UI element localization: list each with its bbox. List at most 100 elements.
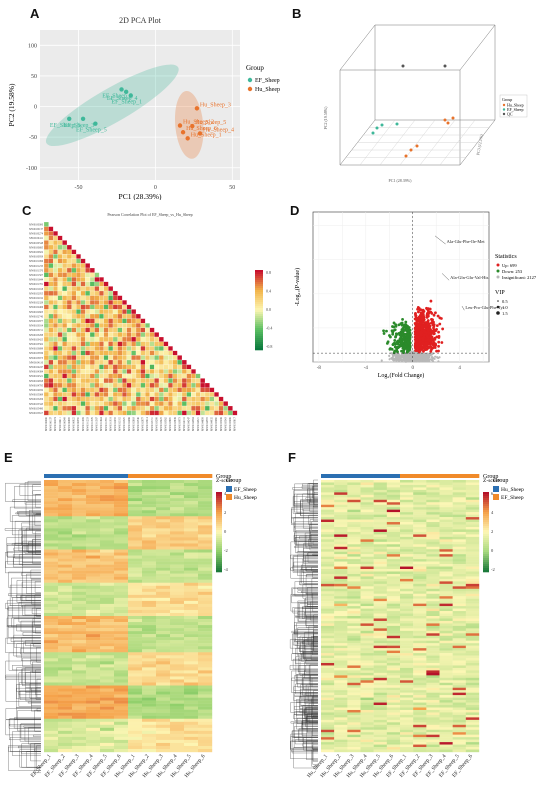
heatmap-cell — [100, 670, 115, 674]
heatmap-cell — [72, 733, 87, 738]
heatmap-cell — [156, 721, 171, 725]
heatmap-cell — [386, 559, 401, 562]
correlation-cell — [66, 244, 72, 250]
heatmap-cell — [58, 546, 73, 550]
correlation-cell — [122, 355, 127, 361]
down-point — [402, 325, 406, 329]
heatmap-cell — [400, 628, 414, 632]
correlation-cell — [108, 396, 114, 402]
correlation-cell — [126, 387, 132, 393]
correlation-cell — [89, 387, 95, 393]
heatmap-cell — [86, 676, 101, 680]
correlation-cell — [214, 392, 219, 397]
heatmap-cell — [114, 528, 129, 532]
row-label: MW0103288 — [29, 334, 44, 337]
dendrogram-branch — [291, 739, 318, 754]
correlation-cell — [103, 396, 109, 402]
heatmap-cell — [334, 539, 348, 543]
correlation-cell — [145, 332, 150, 338]
heatmap-cell — [198, 724, 213, 729]
heatmap-cell — [58, 664, 73, 668]
correlation-cell — [126, 346, 132, 351]
correlation-cell — [145, 405, 150, 411]
dendrogram-branch — [30, 671, 41, 691]
heatmap-cell — [360, 571, 374, 575]
insignificant-point — [400, 359, 403, 362]
heatmap-cell — [439, 593, 453, 597]
heatmap-cell — [373, 524, 388, 528]
heatmap-cell — [128, 600, 143, 605]
up-point — [435, 328, 438, 331]
correlation-cell — [43, 226, 49, 232]
heatmap-cell — [360, 620, 374, 624]
heatmap-cell — [465, 613, 480, 617]
heatmap-cell — [58, 606, 73, 611]
correlation-cell — [135, 327, 141, 333]
vip-label: 1.0 — [502, 305, 508, 310]
heatmap-cell — [400, 512, 414, 515]
heatmap-cell — [386, 635, 401, 639]
heatmap-cell — [386, 507, 401, 510]
column-label: MW0100000 — [45, 417, 48, 432]
heatmap-cell — [373, 541, 388, 545]
heatmap-cell — [439, 546, 453, 550]
heatmap-cell — [142, 715, 157, 719]
heatmap-cell — [170, 646, 185, 650]
correlation-cell — [122, 405, 127, 411]
heatmap-cell — [128, 637, 143, 641]
column-label: MW0101644 — [100, 417, 103, 432]
correlation-cell — [103, 313, 109, 319]
correlation-cell — [62, 355, 68, 361]
correlation-cell — [71, 410, 77, 416]
heatmap-cell — [452, 561, 467, 565]
down-point — [405, 335, 409, 339]
correlation-cell — [89, 309, 95, 315]
correlation-cell — [76, 313, 81, 319]
heatmap-cell — [58, 700, 73, 704]
insignificant-point — [438, 356, 441, 359]
dendrogram-branch — [5, 708, 41, 720]
correlation-cell — [57, 244, 63, 250]
heatmap-cell — [100, 730, 115, 735]
heatmap-cell — [72, 600, 87, 605]
heatmap-cell — [386, 539, 401, 543]
correlation-cell — [62, 249, 68, 255]
heatmap-cell — [114, 522, 129, 526]
heatmap-cell — [170, 703, 185, 707]
heatmap-cell — [426, 512, 440, 515]
heatmap-cell — [156, 582, 171, 586]
dendrogram-branch — [298, 665, 318, 674]
group-bar-cell — [452, 474, 467, 478]
heatmap-cell — [439, 613, 453, 617]
heatmap-cell — [86, 537, 101, 541]
heatmap-cell — [100, 597, 115, 602]
correlation-cell — [94, 350, 100, 356]
heatmap-cell — [58, 718, 73, 722]
heatmap-cell — [170, 664, 185, 668]
correlation-cell — [186, 401, 192, 407]
correlation-cell — [66, 286, 72, 292]
heatmap-cell — [386, 519, 401, 523]
heatmap-cell — [360, 514, 374, 518]
heatmap-cell — [465, 554, 480, 557]
heatmap-cell — [72, 576, 87, 580]
correlation-cell — [48, 226, 54, 232]
dendrogram-branch — [293, 722, 318, 738]
correlation-cell — [66, 313, 72, 319]
correlation-cell — [85, 401, 91, 407]
cluster-heatmap-e: EF_Sheep_1EF_Sheep_2EF_Sheep_3EF_Sheep_4… — [4, 474, 257, 779]
y-tick-label: 100 — [28, 43, 37, 49]
heatmap-cell — [413, 611, 427, 614]
correlation-cell — [53, 332, 58, 338]
correlation-cell — [57, 277, 63, 282]
heatmap-cell — [156, 489, 171, 493]
dendrogram-branch — [21, 526, 41, 546]
dendrogram-branch — [295, 683, 318, 695]
heatmap-cell — [142, 679, 157, 683]
heatmap-cell — [72, 519, 87, 523]
correlation-cell — [89, 277, 95, 282]
up-point — [425, 306, 428, 310]
heatmap-cell — [198, 576, 213, 580]
heatmap-cell — [142, 483, 157, 487]
heatmap-cell — [72, 534, 87, 538]
